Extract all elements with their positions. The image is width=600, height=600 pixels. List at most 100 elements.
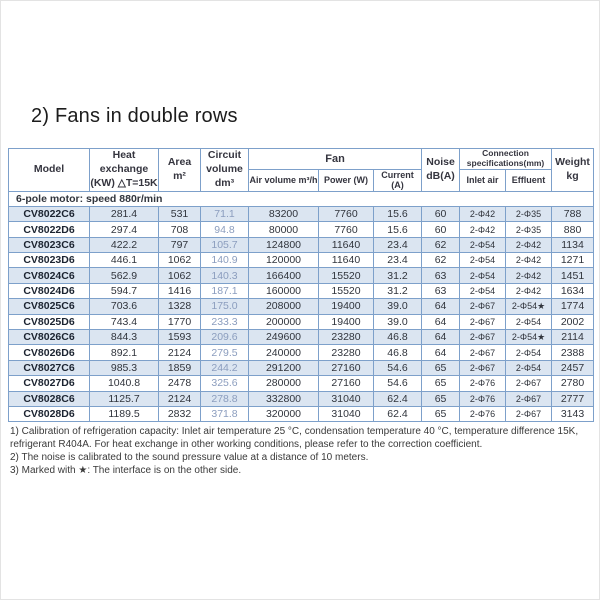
cell-air-volume: 200000: [248, 313, 319, 331]
cell-weight: 2777: [551, 390, 595, 408]
cell-weight: 1134: [551, 236, 595, 254]
header-connection: Connection specifications(mm): [459, 148, 553, 170]
cell-weight: 1451: [551, 267, 595, 284]
cell-power: 27160: [318, 359, 374, 377]
section-label: 6-pole motor: speed 880r/min: [7, 190, 595, 207]
cell-noise: 64: [421, 298, 461, 315]
table-row: CV8023C6 422.2 797 105.7 124800 11640 23.4 62 2-…: [8, 236, 595, 254]
header-inlet-air: Inlet air: [459, 168, 507, 192]
cell-heat-exchange: 562.9: [89, 267, 159, 284]
cell-area: 531: [158, 205, 201, 223]
cell-weight: 880: [551, 221, 595, 238]
cell-circuit-volume: 278.8: [200, 390, 249, 408]
fan-spec-table: Model Heat exchange (KW) △T=15K Area m² …: [7, 148, 595, 423]
cell-current: 39.0: [372, 298, 423, 315]
cell-effluent: 2-Φ42: [505, 236, 553, 254]
cell-effluent: 2-Φ42: [505, 267, 553, 284]
table-row: CV8022C6 281.4 531 71.1 83200 7760 15.6 60 2-Φ42…: [8, 205, 595, 223]
cell-power: 31040: [318, 405, 374, 423]
cell-model: CV8022D6: [8, 221, 90, 238]
cell-inlet-air: 2-Φ67: [459, 298, 507, 315]
table-body: 6-pole motor: speed 880r/min CV8022C6 281…: [7, 190, 595, 423]
cell-noise: 64: [421, 313, 461, 331]
cell-power: 19400: [318, 313, 374, 331]
cell-area: 1416: [158, 282, 201, 300]
cell-inlet-air: 2-Φ42: [459, 221, 507, 238]
cell-noise: 62: [421, 236, 461, 254]
table-header: Model Heat exchange (KW) △T=15K Area m² …: [8, 148, 595, 192]
cell-effluent: 2-Φ54: [505, 359, 553, 377]
cell-area: 1859: [158, 359, 201, 377]
cell-area: 2478: [158, 375, 201, 392]
cell-heat-exchange: 844.3: [89, 329, 159, 346]
cell-current: 54.6: [372, 375, 423, 392]
cell-heat-exchange: 1125.7: [89, 390, 159, 408]
cell-power: 15520: [318, 267, 374, 284]
cell-effluent: 2-Φ42: [505, 282, 553, 300]
cell-circuit-volume: 233.3: [200, 313, 249, 331]
cell-noise: 62: [421, 252, 461, 269]
cell-effluent: 2-Φ67: [505, 405, 553, 423]
cell-circuit-volume: 105.7: [200, 236, 249, 254]
footnote-1: 1) Calibration of refrigeration capacity…: [10, 426, 579, 450]
cell-weight: 1271: [551, 252, 595, 269]
header-weight: Weight kg: [551, 148, 595, 192]
cell-current: 62.4: [372, 405, 423, 423]
header-heat-exchange: Heat exchange (KW) △T=15K: [89, 148, 159, 192]
cell-noise: 63: [421, 267, 461, 284]
cell-noise: 65: [421, 390, 461, 408]
cell-model: CV8026C6: [8, 329, 90, 346]
cell-model: CV8025C6: [8, 298, 90, 315]
cell-circuit-volume: 187.1: [200, 282, 249, 300]
cell-area: 1770: [158, 313, 201, 331]
cell-heat-exchange: 743.4: [89, 313, 159, 331]
page-title: 2) Fans in double rows: [31, 105, 238, 127]
cell-heat-exchange: 422.2: [89, 236, 159, 254]
cell-noise: 60: [421, 205, 461, 223]
cell-heat-exchange: 297.4: [89, 221, 159, 238]
header-noise: Noise dB(A): [421, 148, 461, 192]
cell-effluent: 2-Φ42: [505, 252, 553, 269]
cell-effluent: 2-Φ54: [505, 344, 553, 361]
cell-weight: 2002: [551, 313, 595, 331]
cell-inlet-air: 2-Φ54: [459, 267, 507, 284]
cell-power: 15520: [318, 282, 374, 300]
cell-air-volume: 240000: [248, 344, 319, 361]
header-area: Area m²: [158, 148, 201, 192]
cell-weight: 2388: [551, 344, 595, 361]
cell-heat-exchange: 892.1: [89, 344, 159, 361]
cell-power: 27160: [318, 375, 374, 392]
cell-weight: 788: [551, 205, 595, 223]
header-fan: Fan: [247, 148, 423, 170]
cell-noise: 65: [421, 359, 461, 377]
table-row: CV8026C6 844.3 1593 209.6 249600 23280 46.8 64 2…: [8, 329, 595, 346]
cell-air-volume: 332800: [248, 390, 319, 408]
cell-noise: 60: [421, 221, 461, 238]
cell-current: 15.6: [372, 205, 423, 223]
cell-current: 62.4: [372, 390, 423, 408]
cell-inlet-air: 2-Φ67: [459, 313, 507, 331]
cell-effluent: 2-Φ67: [505, 390, 553, 408]
cell-area: 1062: [158, 252, 201, 269]
table-row: CV8028D6 1189.5 2832 371.8 320000 31040 62.4 65…: [8, 405, 595, 423]
cell-weight: 1634: [551, 282, 595, 300]
cell-area: 2124: [158, 390, 201, 408]
cell-heat-exchange: 703.6: [89, 298, 159, 315]
table-row: CV8026D6 892.1 2124 279.5 240000 23280 46.8 64 2…: [8, 344, 595, 361]
cell-circuit-volume: 175.0: [200, 298, 249, 315]
cell-model: CV8024D6: [8, 282, 90, 300]
cell-circuit-volume: 371.8: [200, 405, 249, 423]
cell-model: CV8023D6: [8, 252, 90, 269]
cell-air-volume: 291200: [248, 359, 319, 377]
cell-heat-exchange: 594.7: [89, 282, 159, 300]
cell-air-volume: 160000: [248, 282, 319, 300]
cell-power: 7760: [318, 205, 374, 223]
cell-model: CV8024C6: [8, 267, 90, 284]
cell-heat-exchange: 1189.5: [89, 405, 159, 423]
header-current: Current (A): [372, 168, 423, 192]
cell-power: 31040: [318, 390, 374, 408]
cell-model: CV8023C6: [8, 236, 90, 254]
cell-inlet-air: 2-Φ54: [459, 236, 507, 254]
table-row: CV8025C6 703.6 1328 175.0 208000 19400 39.0 64 2…: [8, 298, 595, 315]
cell-weight: 1774: [551, 298, 595, 315]
